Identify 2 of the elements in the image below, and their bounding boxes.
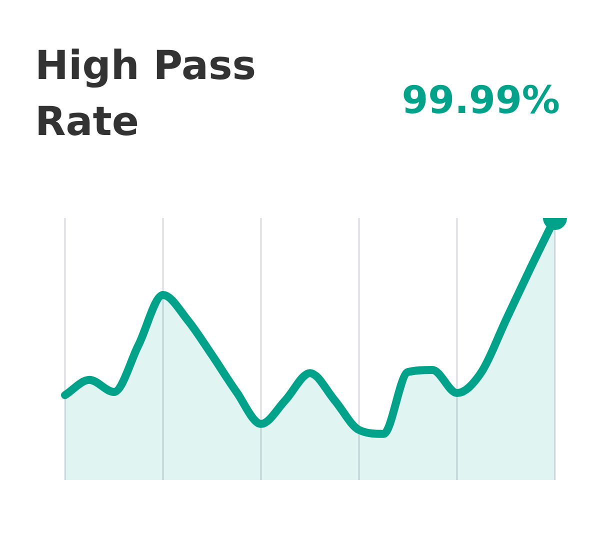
text: 99.99% <box>402 78 560 122</box>
chart-title: High Pass Rate <box>35 42 258 147</box>
